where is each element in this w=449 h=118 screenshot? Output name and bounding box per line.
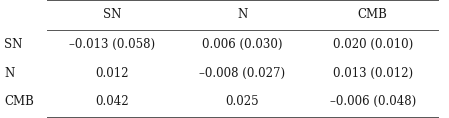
Text: –0.006 (0.048): –0.006 (0.048) [330,95,416,108]
Text: 0.025: 0.025 [226,95,259,108]
Text: 0.042: 0.042 [96,95,129,108]
Text: N: N [4,67,15,80]
Text: CMB: CMB [358,8,387,21]
Text: SN: SN [4,38,23,51]
Text: N: N [238,8,247,21]
Text: 0.020 (0.010): 0.020 (0.010) [333,38,413,51]
Text: 0.012: 0.012 [96,67,129,80]
Text: 0.006 (0.030): 0.006 (0.030) [202,38,283,51]
Text: SN: SN [103,8,121,21]
Text: –0.008 (0.027): –0.008 (0.027) [199,67,286,80]
Text: CMB: CMB [4,95,35,108]
Text: 0.013 (0.012): 0.013 (0.012) [333,67,413,80]
Text: –0.013 (0.058): –0.013 (0.058) [69,38,155,51]
